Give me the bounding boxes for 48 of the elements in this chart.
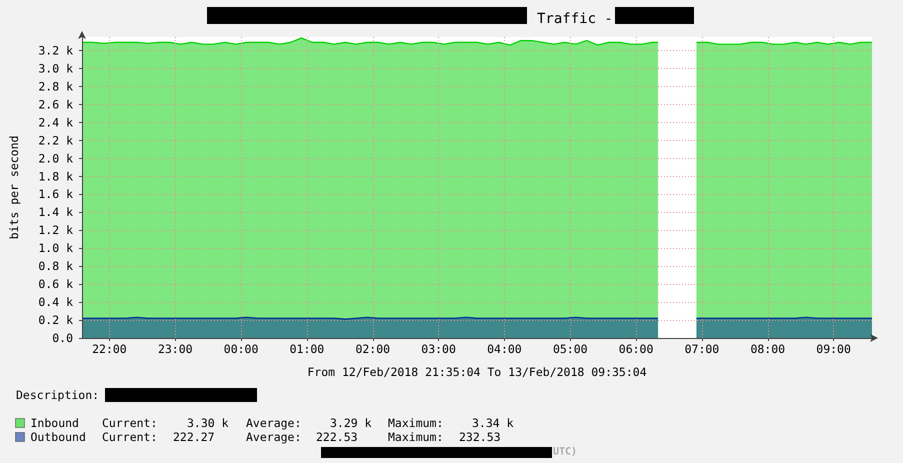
- text: 222.27: [173, 430, 215, 444]
- y-tick-label: 0.0: [52, 331, 74, 345]
- text: 3.34 k: [472, 416, 514, 430]
- y-tick-label: 3.0 k: [38, 61, 74, 76]
- y-tick-label: 3.2 k: [38, 43, 74, 58]
- text: 222.53: [316, 430, 358, 444]
- x-tick-label: 09:00: [816, 342, 851, 356]
- text: Current:: [102, 430, 158, 444]
- y-tick-label: 2.8 k: [38, 79, 74, 94]
- legend-label: Outbound: [30, 430, 86, 444]
- y-tick-label: 2.0 k: [38, 151, 74, 166]
- text: Description:: [16, 388, 100, 402]
- y-tick-label: 0.2 k: [38, 313, 74, 328]
- text: 232.53: [459, 430, 501, 444]
- y-tick-label: 2.4 k: [38, 115, 74, 130]
- x-tick-label: 04:00: [487, 342, 522, 356]
- text: 3.29 k: [330, 416, 372, 430]
- y-tick-label: 0.4 k: [38, 295, 74, 310]
- text: Current:: [102, 416, 158, 430]
- x-tick-label: 08:00: [750, 342, 786, 356]
- y-tick-label: 0.6 k: [38, 277, 74, 292]
- y-axis-title: bits per second: [7, 136, 21, 240]
- x-tick-label: 07:00: [684, 342, 720, 356]
- y-tick-label: 1.2 k: [38, 223, 74, 238]
- y-tick-label: 0.8 k: [38, 259, 74, 274]
- x-tick-label: 06:00: [618, 342, 654, 356]
- y-tick-label: 1.8 k: [38, 169, 74, 184]
- x-tick-label: 23:00: [158, 342, 193, 356]
- text: 3.30 k: [187, 416, 229, 430]
- text: Average:: [246, 416, 302, 430]
- text: Average:: [246, 430, 302, 444]
- x-tick-label: 00:00: [224, 342, 258, 356]
- legend-label: Inbound: [30, 416, 79, 430]
- x-tick-label: 02:00: [355, 342, 390, 356]
- y-tick-label: 2.2 k: [38, 133, 74, 148]
- x-tick-label: 03:00: [421, 342, 456, 356]
- chart-title: Traffic -: [537, 11, 613, 27]
- y-tick-label: 1.0 k: [38, 241, 74, 256]
- x-tick-label: 22:00: [92, 342, 127, 356]
- text: UTC): [553, 446, 578, 458]
- x-tick-label: 01:00: [290, 342, 324, 356]
- x-axis-title: From 12/Feb/2018 21:35:04 To 13/Feb/2018 09:35:04: [307, 365, 647, 379]
- x-tick-label: 05:00: [552, 342, 588, 356]
- text: Maximum:: [388, 430, 444, 444]
- text: Maximum:: [388, 416, 444, 430]
- y-tick-label: 1.6 k: [38, 187, 74, 202]
- y-tick-label: 2.6 k: [38, 97, 74, 112]
- y-tick-label: 1.4 k: [38, 205, 74, 220]
